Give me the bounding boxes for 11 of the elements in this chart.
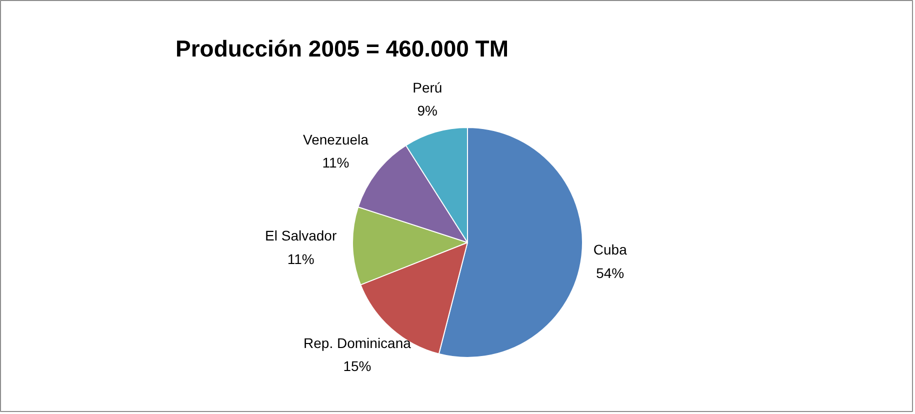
data-label: 11% (287, 250, 314, 267)
data-label: 9% (417, 102, 438, 119)
data-label: 11% (322, 154, 350, 170)
slice-label: El Salvador (265, 228, 337, 244)
chart-title: Producción 2005 = 460.000 TM (176, 36, 509, 62)
data-label: 54% (596, 264, 624, 281)
slice-label: Cuba (593, 242, 628, 258)
slice-label: Venezuela (303, 131, 369, 148)
slice-label: Perú (412, 79, 442, 96)
slice-label: Rep. Dominicana (304, 335, 412, 352)
data-label: 15% (343, 358, 372, 374)
